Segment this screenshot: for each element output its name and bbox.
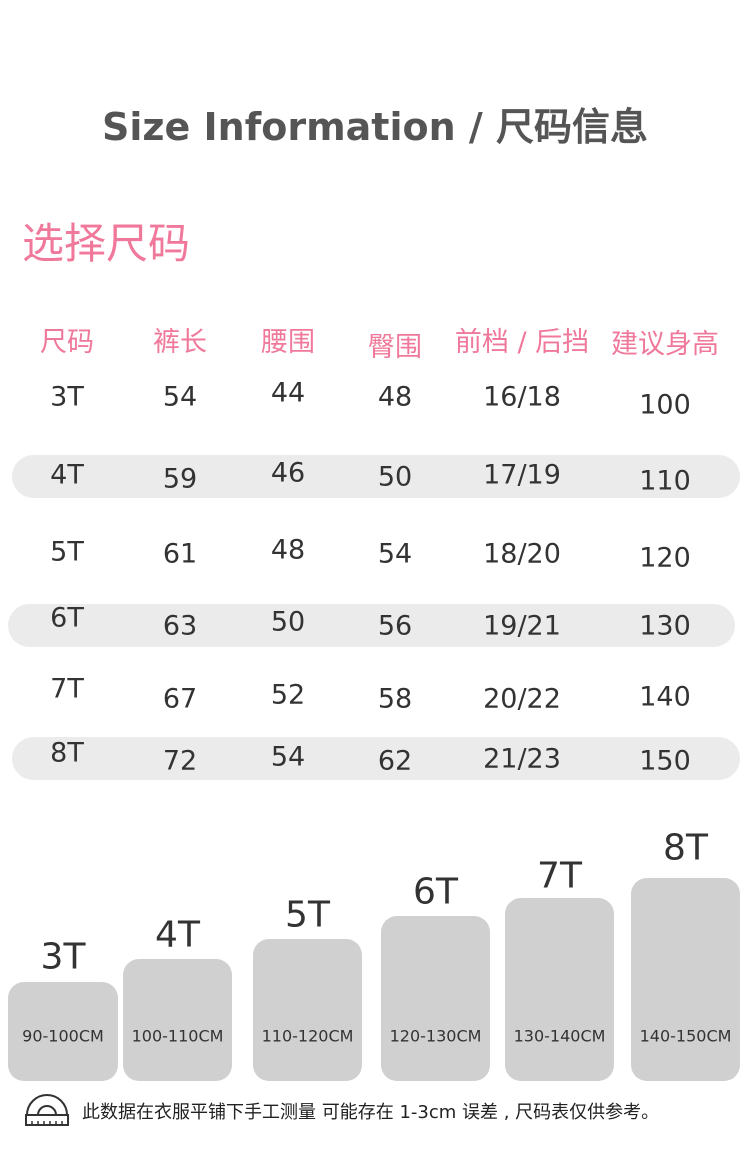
table-cell: 54 [270, 741, 306, 773]
bar-range-label: 100-110CM [131, 1026, 224, 1046]
page-title: Size Information / 尺码信息 [101, 105, 648, 149]
table-cell: 59 [162, 463, 198, 495]
table-cell: 7T [50, 673, 84, 705]
table-cell: 16/18 [483, 381, 561, 413]
table-cell: 19/21 [483, 610, 561, 642]
table-cell: 17/19 [483, 459, 561, 491]
column-header: 前档 / 后挡 [454, 327, 590, 358]
table-cell: 50 [270, 606, 306, 638]
height-bar [8, 982, 118, 1081]
bar-range-label: 110-120CM [261, 1026, 354, 1046]
table-row-highlight [12, 455, 740, 498]
table-cell: 44 [270, 377, 306, 409]
table-row-highlight [8, 604, 735, 647]
bar-size-label: 6T [413, 871, 458, 913]
column-header: 尺码 [40, 327, 94, 358]
table-cell: 4T [50, 459, 84, 491]
section-title: 选择尺码 [22, 219, 191, 268]
table-cell: 20/22 [483, 683, 561, 715]
table-cell: 6T [50, 602, 84, 634]
height-bar [381, 916, 490, 1081]
table-cell: 62 [377, 745, 413, 777]
height-bar [631, 878, 740, 1081]
table-cell: 18/20 [483, 538, 561, 570]
table-cell: 56 [377, 610, 413, 642]
bar-size-label: 5T [285, 894, 330, 936]
table-cell: 67 [162, 683, 198, 715]
table-cell: 150 [639, 745, 691, 777]
table-cell: 100 [639, 389, 691, 421]
bar-size-label: 8T [663, 827, 708, 869]
bar-range-label: 140-150CM [639, 1026, 732, 1046]
column-header: 臀围 [368, 332, 422, 363]
table-cell: 63 [162, 610, 198, 642]
table-cell: 54 [162, 381, 198, 413]
table-cell: 72 [162, 745, 198, 777]
bar-size-label: 4T [155, 914, 200, 956]
column-header: 腰围 [261, 327, 315, 358]
table-cell: 50 [377, 461, 413, 493]
table-cell: 46 [270, 457, 306, 489]
table-cell: 130 [639, 610, 691, 642]
table-cell: 58 [377, 683, 413, 715]
bar-size-label: 3T [40, 936, 86, 978]
table-cell: 110 [639, 465, 691, 497]
table-cell: 21/23 [483, 743, 561, 775]
table-cell: 8T [50, 737, 84, 769]
table-cell: 48 [270, 534, 306, 566]
protractor-icon [25, 1094, 69, 1126]
height-bar [123, 959, 232, 1081]
height-bar [505, 898, 614, 1081]
height-bar [253, 939, 362, 1081]
bar-range-label: 90-100CM [22, 1026, 104, 1046]
bar-size-label: 7T [537, 855, 582, 897]
bar-range-label: 130-140CM [513, 1026, 606, 1046]
table-cell: 52 [270, 679, 306, 711]
table-cell: 54 [377, 538, 413, 570]
column-header: 裤长 [153, 327, 207, 358]
table-cell: 120 [639, 542, 691, 574]
table-row-highlight [12, 737, 740, 780]
table-cell: 140 [639, 681, 691, 713]
table-cell: 61 [162, 538, 198, 570]
column-header: 建议身高 [611, 329, 719, 360]
measurement-note: 此数据在衣服平铺下手工测量 可能存在 1-3cm 误差 , 尺码表仅供参考。 [82, 1102, 660, 1123]
table-cell: 5T [50, 536, 84, 568]
table-cell: 3T [50, 381, 84, 413]
table-cell: 48 [377, 381, 413, 413]
bar-range-label: 120-130CM [389, 1026, 482, 1046]
